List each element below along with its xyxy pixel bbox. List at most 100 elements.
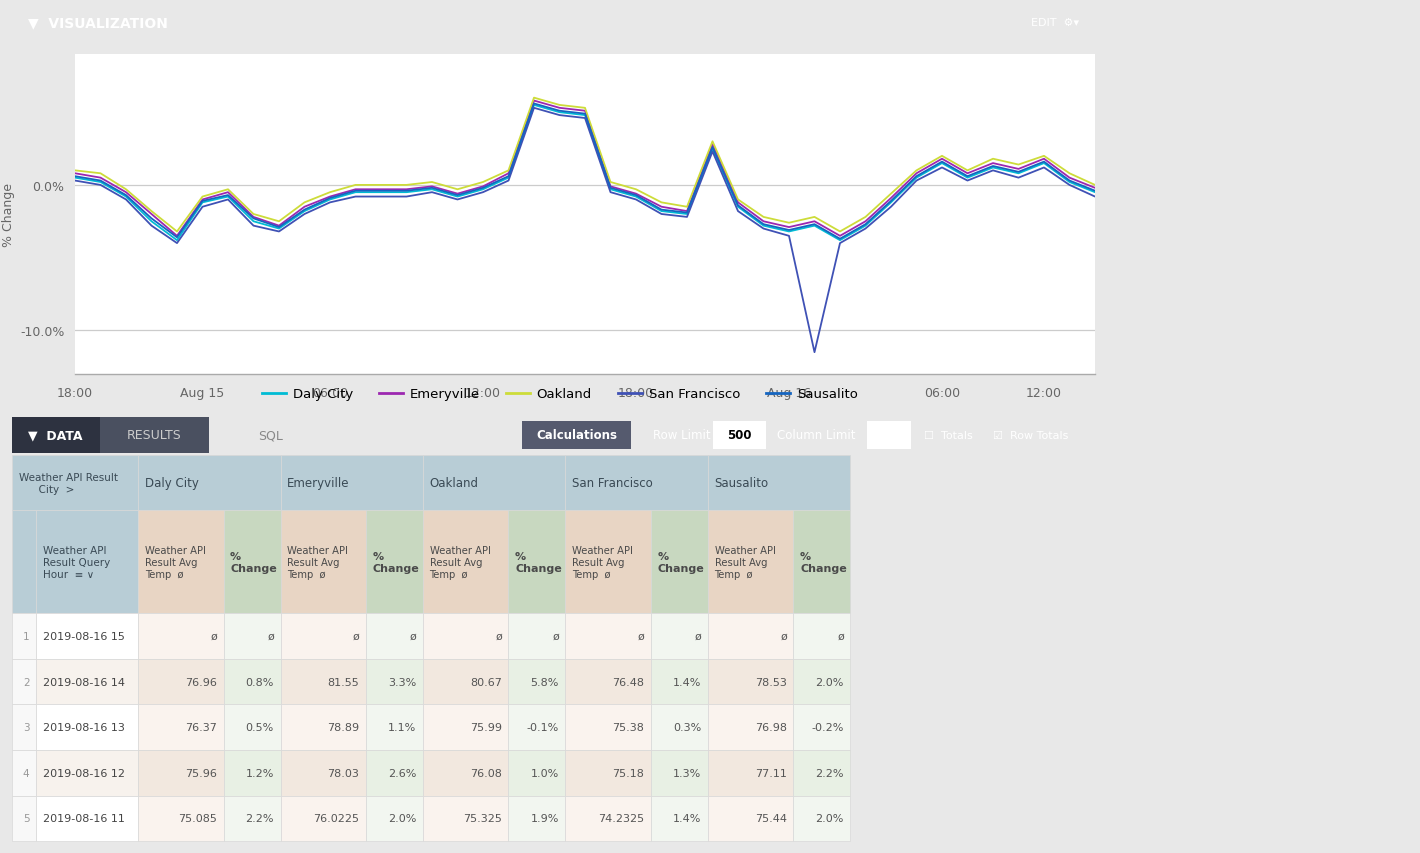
Text: 78.53: 78.53 (755, 677, 787, 687)
Bar (281, 750, 366, 796)
Text: ø: ø (210, 631, 217, 641)
Bar (794, 659, 851, 705)
Text: 76.96: 76.96 (185, 677, 217, 687)
Bar (11, 705, 36, 750)
Bar (508, 796, 565, 841)
Text: EDIT  ⚙▾: EDIT ⚙▾ (1031, 18, 1079, 28)
Bar (138, 511, 223, 613)
Text: 2019-08-16 12: 2019-08-16 12 (43, 768, 125, 778)
Bar (366, 511, 423, 613)
Bar (138, 613, 223, 659)
Bar (366, 613, 423, 659)
Bar (223, 511, 281, 613)
Bar (423, 456, 565, 511)
Text: Weather API
Result Avg
Temp  ø: Weather API Result Avg Temp ø (572, 545, 633, 580)
Text: Weather API
Result Avg
Temp  ø: Weather API Result Avg Temp ø (287, 545, 348, 580)
Text: 1.9%: 1.9% (531, 814, 559, 823)
Bar (36, 796, 138, 841)
Bar (423, 613, 508, 659)
Text: Row Limit: Row Limit (653, 429, 711, 442)
Bar (709, 796, 794, 841)
Text: 0.3%: 0.3% (673, 722, 701, 733)
Bar (223, 750, 281, 796)
Text: %
Change: % Change (230, 551, 277, 573)
Bar (565, 796, 650, 841)
Bar (11, 796, 36, 841)
Bar (281, 456, 423, 511)
Bar (709, 511, 794, 613)
Bar (366, 750, 423, 796)
Text: 500: 500 (727, 429, 753, 442)
Bar (709, 750, 794, 796)
Text: 75.18: 75.18 (612, 768, 645, 778)
Text: 3.3%: 3.3% (388, 677, 416, 687)
Text: ø: ø (694, 631, 701, 641)
Bar (281, 511, 366, 613)
Text: 0.8%: 0.8% (246, 677, 274, 687)
Text: San Francisco: San Francisco (572, 477, 653, 490)
Bar (423, 659, 508, 705)
Text: ▼  VISUALIZATION: ▼ VISUALIZATION (28, 16, 169, 30)
Bar (223, 659, 281, 705)
Bar (36, 705, 138, 750)
Text: 4: 4 (23, 768, 30, 778)
Text: ø: ø (838, 631, 843, 641)
Bar (709, 705, 794, 750)
Text: ø: ø (638, 631, 645, 641)
Text: 75.38: 75.38 (612, 722, 645, 733)
Bar (281, 796, 366, 841)
Bar (650, 613, 709, 659)
Bar (138, 456, 281, 511)
Legend: Daly City, Emeryville, Oakland, San Francisco, Sausalito: Daly City, Emeryville, Oakland, San Fran… (257, 383, 863, 406)
Bar (36, 613, 138, 659)
Bar (36, 659, 138, 705)
Text: Weather API
Result Avg
Temp  ø: Weather API Result Avg Temp ø (714, 545, 775, 580)
Bar (521, 422, 632, 450)
Bar (423, 750, 508, 796)
Text: 2.0%: 2.0% (388, 814, 416, 823)
Text: -0.1%: -0.1% (527, 722, 559, 733)
Text: 2.2%: 2.2% (815, 768, 843, 778)
Text: 77.11: 77.11 (755, 768, 787, 778)
Text: 5: 5 (23, 814, 30, 823)
Bar (11, 750, 36, 796)
Text: 76.98: 76.98 (755, 722, 787, 733)
Bar (866, 422, 910, 450)
Text: ø: ø (267, 631, 274, 641)
Bar (423, 705, 508, 750)
Text: 1.4%: 1.4% (673, 677, 701, 687)
Text: 78.89: 78.89 (327, 722, 359, 733)
Bar (565, 613, 650, 659)
Text: %
Change: % Change (372, 551, 419, 573)
Text: Weather API
Result Avg
Temp  ø: Weather API Result Avg Temp ø (430, 545, 490, 580)
Bar (366, 705, 423, 750)
Bar (794, 613, 851, 659)
Text: 1.0%: 1.0% (531, 768, 559, 778)
Text: 75.96: 75.96 (185, 768, 217, 778)
Text: 74.2325: 74.2325 (598, 814, 645, 823)
Text: 2: 2 (23, 677, 30, 687)
Bar (138, 659, 223, 705)
Bar (423, 511, 508, 613)
Text: RESULTS: RESULTS (128, 429, 182, 442)
Bar (709, 613, 794, 659)
Text: 78.03: 78.03 (328, 768, 359, 778)
Text: Oakland: Oakland (430, 477, 479, 490)
Bar (650, 511, 709, 613)
Text: 3: 3 (23, 722, 30, 733)
Text: 76.08: 76.08 (470, 768, 501, 778)
Text: 81.55: 81.55 (328, 677, 359, 687)
Text: ø: ø (410, 631, 416, 641)
Text: ☐  Totals: ☐ Totals (924, 431, 973, 440)
Bar (565, 705, 650, 750)
Text: ø: ø (352, 631, 359, 641)
Text: Column Limit: Column Limit (777, 429, 855, 442)
Text: %
Change: % Change (799, 551, 846, 573)
Text: 2019-08-16 11: 2019-08-16 11 (43, 814, 125, 823)
Bar (281, 659, 366, 705)
Y-axis label: % Change: % Change (1, 183, 14, 247)
Text: 1.2%: 1.2% (246, 768, 274, 778)
Bar (650, 750, 709, 796)
Bar (508, 750, 565, 796)
Text: ▼  DATA: ▼ DATA (28, 429, 82, 442)
